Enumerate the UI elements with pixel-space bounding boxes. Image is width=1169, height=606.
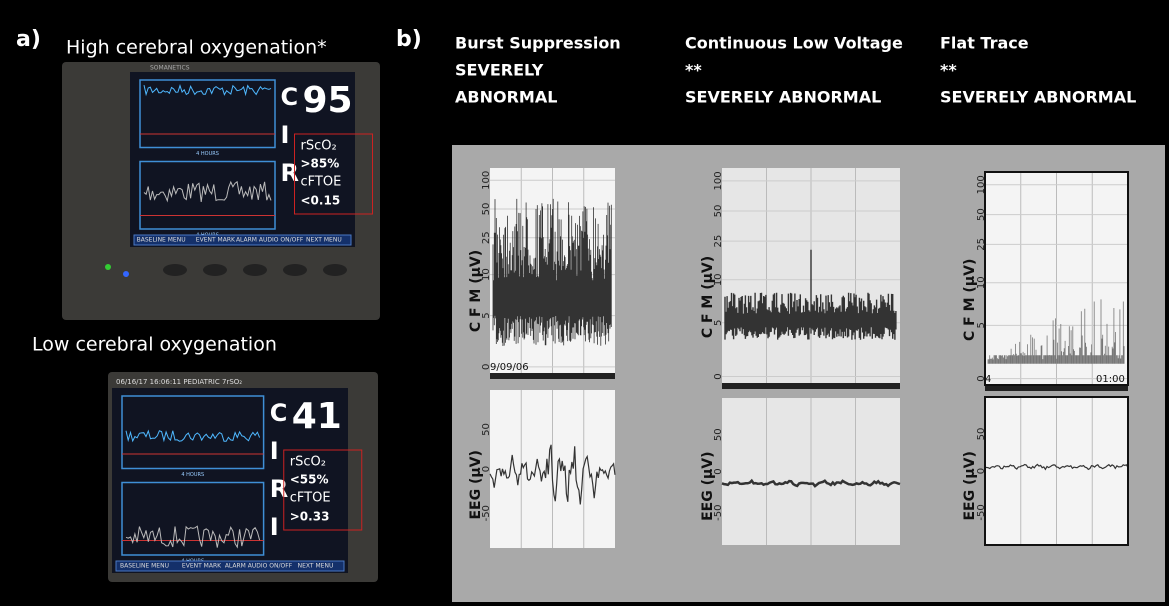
tick-label: 100	[713, 171, 724, 190]
rso2-value: 95	[303, 80, 353, 121]
cir-letter: I	[270, 513, 279, 541]
menu-label: BASELINE MENU	[120, 563, 169, 570]
menu-label: ALARM AUDIO ON/OFF	[225, 563, 293, 570]
axis-label: C F M (μV)	[468, 250, 484, 332]
screen-header: 06/16/17 16:06:11 PEDIATRIC 7rSO₂	[116, 378, 242, 386]
rso2-range: <55%	[290, 473, 329, 487]
button	[163, 264, 187, 276]
cir-letter: R	[281, 159, 299, 187]
rso2-label: rScO₂	[290, 455, 326, 470]
column-title: SEVERELY ABNORMAL	[685, 88, 881, 107]
column-title: ABNORMAL	[455, 88, 557, 107]
axis-label: C F M (μV)	[700, 256, 716, 338]
cftoe-label: cFTOE	[301, 175, 342, 190]
column-title: **	[685, 61, 702, 80]
cftoe-label: cFTOE	[290, 491, 331, 506]
time-strip	[490, 373, 615, 379]
cir-letter: I	[281, 121, 290, 149]
menu-label: ALARM AUDIO ON/OFF	[236, 237, 304, 244]
time-strip	[722, 383, 900, 389]
button	[323, 264, 347, 276]
tick-label: 50	[713, 428, 724, 441]
column-title: Flat Trace	[940, 34, 1029, 53]
panel-label: b)	[396, 27, 422, 52]
axis-label: EEG (μV)	[468, 450, 484, 519]
tick-label: 50	[481, 203, 492, 216]
panel-title: Low cerebral oxygenation	[32, 334, 277, 356]
menu-label: NEXT MENU	[306, 237, 342, 244]
axis-label: EEG (μV)	[700, 451, 716, 520]
button	[243, 264, 267, 276]
cftoe-range: >0.33	[290, 510, 330, 524]
cftoe-range: <0.15	[301, 194, 341, 208]
brand: SOMANETICS	[150, 65, 190, 72]
cir-letter: C	[281, 83, 299, 111]
menu-label: BASELINE MENU	[137, 237, 186, 244]
menu-label: EVENT MARK	[182, 563, 222, 570]
column-title: Continuous Low Voltage	[685, 34, 903, 53]
time-label: 4 HOURS	[181, 472, 204, 478]
tick-label: 25	[481, 231, 492, 244]
panel-label: a)	[16, 27, 41, 52]
menu-label: EVENT MARK	[196, 237, 236, 244]
rso2-range: >85%	[301, 157, 340, 171]
tick-label: 50	[713, 205, 724, 218]
rso2-label: rScO₂	[301, 139, 337, 154]
column-title: Burst Suppression	[455, 34, 621, 53]
axis-label: C F M (μV)	[962, 259, 978, 341]
menu-label: NEXT MENU	[298, 563, 334, 570]
tick-label: 50	[481, 423, 492, 436]
led	[105, 264, 111, 270]
column-title: **	[940, 61, 957, 80]
time-label: 4 HOURS	[196, 151, 219, 157]
tick-label: 25	[713, 235, 724, 248]
button	[203, 264, 227, 276]
time-label: 01:00	[1096, 374, 1125, 385]
figure: a) High cerebral oxygenation* Low cerebral…	[0, 0, 1169, 606]
cir-letter: C	[270, 399, 288, 427]
panel-title: High cerebral oxygenation*	[66, 37, 327, 59]
tick-label: 0	[713, 373, 724, 379]
column-title: SEVERELY ABNORMAL	[940, 88, 1136, 107]
axis-label: EEG (μV)	[962, 451, 978, 520]
button	[283, 264, 307, 276]
cir-letter: I	[270, 437, 279, 465]
led	[123, 271, 129, 277]
column-title: SEVERELY	[455, 61, 544, 80]
cir-letter: R	[270, 475, 288, 503]
rso2-value: 41	[292, 396, 342, 437]
tick-label: 100	[481, 171, 492, 190]
time-label: 9/09/06	[490, 362, 529, 373]
page: a) High cerebral oxygenation* Low cerebral…	[0, 0, 1169, 606]
